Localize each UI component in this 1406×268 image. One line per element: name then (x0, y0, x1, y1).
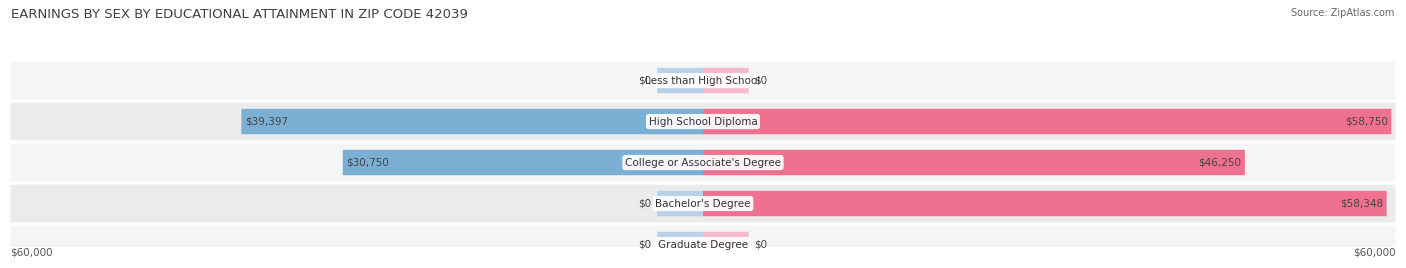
Text: $0: $0 (638, 76, 652, 85)
FancyBboxPatch shape (10, 144, 1395, 181)
Text: $0: $0 (638, 240, 652, 250)
FancyBboxPatch shape (657, 68, 703, 93)
Text: $58,750: $58,750 (1346, 117, 1388, 126)
Text: $60,000: $60,000 (10, 248, 53, 258)
Text: $0: $0 (638, 199, 652, 209)
FancyBboxPatch shape (343, 150, 703, 175)
Legend: Male, Female: Male, Female (643, 264, 763, 268)
Text: Graduate Degree: Graduate Degree (658, 240, 748, 250)
FancyBboxPatch shape (10, 62, 1395, 99)
FancyBboxPatch shape (657, 232, 703, 257)
FancyBboxPatch shape (703, 150, 1244, 175)
Text: College or Associate's Degree: College or Associate's Degree (626, 158, 780, 168)
Text: Bachelor's Degree: Bachelor's Degree (655, 199, 751, 209)
Text: EARNINGS BY SEX BY EDUCATIONAL ATTAINMENT IN ZIP CODE 42039: EARNINGS BY SEX BY EDUCATIONAL ATTAINMEN… (11, 8, 468, 21)
Text: Less than High School: Less than High School (645, 76, 761, 85)
FancyBboxPatch shape (10, 226, 1395, 263)
FancyBboxPatch shape (10, 185, 1395, 222)
Text: $0: $0 (754, 76, 768, 85)
Text: $30,750: $30,750 (346, 158, 389, 168)
FancyBboxPatch shape (242, 109, 703, 134)
FancyBboxPatch shape (703, 191, 1386, 216)
Text: $58,348: $58,348 (1340, 199, 1384, 209)
Text: $39,397: $39,397 (245, 117, 288, 126)
Text: $60,000: $60,000 (1353, 248, 1395, 258)
FancyBboxPatch shape (657, 191, 703, 216)
FancyBboxPatch shape (703, 109, 1392, 134)
Text: Source: ZipAtlas.com: Source: ZipAtlas.com (1291, 8, 1395, 18)
Text: High School Diploma: High School Diploma (648, 117, 758, 126)
FancyBboxPatch shape (703, 68, 749, 93)
FancyBboxPatch shape (703, 232, 749, 257)
Text: $0: $0 (754, 240, 768, 250)
FancyBboxPatch shape (10, 103, 1395, 140)
Text: $46,250: $46,250 (1198, 158, 1241, 168)
